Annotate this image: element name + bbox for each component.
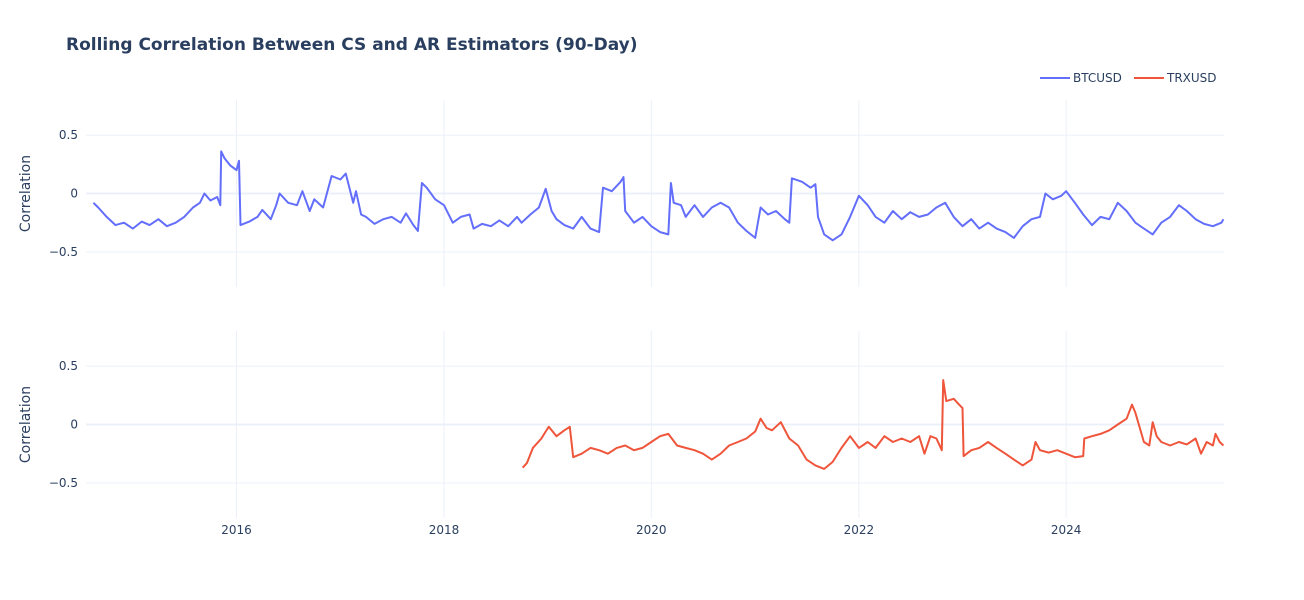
series-line-trxusd[interactable] bbox=[521, 379, 1225, 470]
legend[interactable]: BTCUSD TRXUSD bbox=[1040, 71, 1217, 85]
subplot-1: 0.5 0 −0.5 Correlation bbox=[18, 100, 1225, 287]
x-tick-label: 2024 bbox=[1051, 523, 1082, 537]
y-tick-label: 0.5 bbox=[59, 128, 78, 142]
x-tick-label: 2016 bbox=[221, 523, 252, 537]
y-axis-label: Correlation bbox=[18, 155, 34, 232]
y-tick-label: −0.5 bbox=[49, 476, 78, 490]
legend-label: BTCUSD bbox=[1073, 71, 1122, 85]
x-tick-label: 2022 bbox=[844, 523, 875, 537]
legend-label: TRXUSD bbox=[1166, 71, 1217, 85]
y-tick-label: 0 bbox=[70, 187, 78, 201]
y-tick-label: −0.5 bbox=[49, 245, 78, 259]
legend-item-trxusd[interactable]: TRXUSD bbox=[1134, 71, 1217, 85]
series-line-btcusd[interactable] bbox=[92, 150, 1225, 242]
subplot-2: 0.5 0 −0.5 Correlation 2016 2018 2020 2022 2024 bbox=[18, 331, 1225, 537]
subplots: 0.5 0 −0.5 Correlation 0.5 0 −0.5 Correlation 20… bbox=[18, 100, 1225, 537]
x-tick-label: 2018 bbox=[429, 523, 460, 537]
legend-item-btcusd[interactable]: BTCUSD bbox=[1040, 71, 1122, 85]
chart-title: Rolling Correlation Between CS and AR Es… bbox=[66, 35, 638, 55]
y-axis-label: Correlation bbox=[18, 386, 34, 463]
y-tick-label: 0 bbox=[70, 418, 78, 432]
x-tick-label: 2020 bbox=[636, 523, 667, 537]
y-tick-label: 0.5 bbox=[59, 359, 78, 373]
